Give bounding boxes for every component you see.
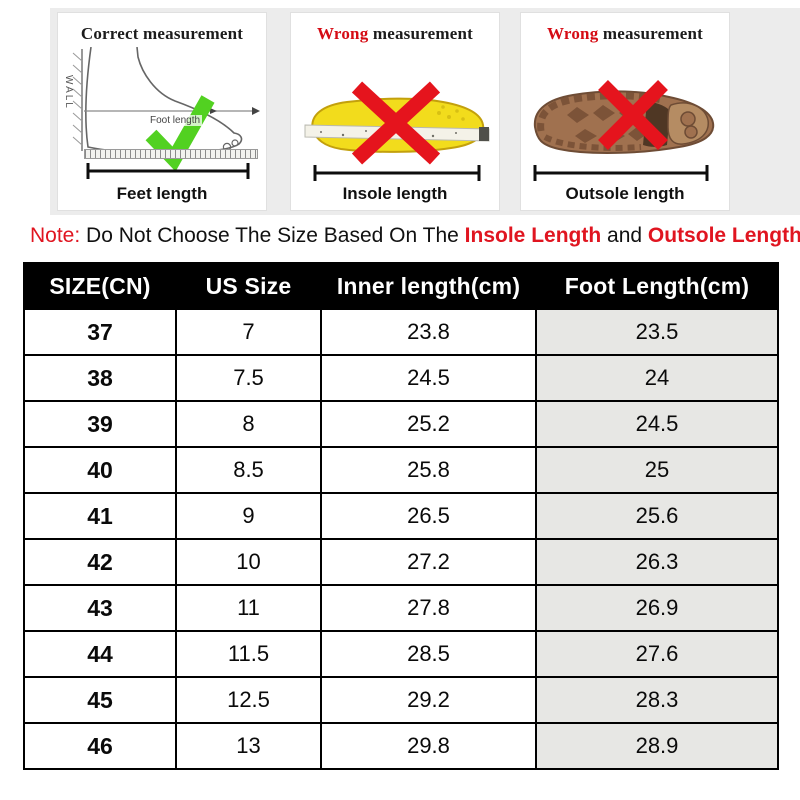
- table-cell: 7.5: [175, 354, 322, 402]
- table-cell: 42: [23, 538, 177, 586]
- panel-caption: Insole length: [342, 184, 448, 203]
- wall-label: WALL: [63, 75, 74, 110]
- column-header: Foot Length(cm): [535, 262, 779, 310]
- panel-title: Correct measurement: [58, 24, 266, 44]
- note-highlight-outsole: Outsole Length: [647, 224, 800, 247]
- table-cell: 13: [175, 722, 322, 770]
- size-table-wrap: SIZE(CN) US Size Inner length(cm) Foot Leng…: [23, 262, 779, 770]
- wall-hatching-icon: [72, 49, 83, 151]
- table-row: 46 13 29.8 28.9: [23, 722, 779, 770]
- table-cell: 28.9: [535, 722, 779, 770]
- table-cell: 27.2: [320, 538, 537, 586]
- panel-caption: Feet length: [116, 184, 208, 203]
- measure-bracket: [86, 163, 250, 179]
- column-header: SIZE(CN): [23, 262, 177, 310]
- table-cell: 25.2: [320, 400, 537, 448]
- table-cell: 27.8: [320, 584, 537, 632]
- measurement-panels-band: Correct measurement: [50, 8, 800, 215]
- table-cell: 46: [23, 722, 177, 770]
- measure-bracket: [313, 165, 481, 181]
- table-cell: 25.8: [320, 446, 537, 494]
- table-cell: 23.8: [320, 308, 537, 356]
- table-cell: 7: [175, 308, 322, 356]
- table-row: 37 7 23.8 23.5: [23, 308, 779, 356]
- foot-length-label: Foot length: [148, 115, 203, 126]
- size-table-header: SIZE(CN) US Size Inner length(cm) Foot Leng…: [23, 262, 779, 310]
- table-cell: 29.8: [320, 722, 537, 770]
- header-row: SIZE(CN) US Size Inner length(cm) Foot Leng…: [23, 262, 779, 310]
- table-cell: 29.2: [320, 676, 537, 724]
- table-cell: 26.3: [535, 538, 779, 586]
- size-table-body: 37 7 23.8 23.5 38 7.5 24.5 24 39 8 25.2 24.5 40 8.5 25…: [23, 308, 779, 770]
- table-cell: 12.5: [175, 676, 322, 724]
- table-cell: 11.5: [175, 630, 322, 678]
- table-cell: 11: [175, 584, 322, 632]
- table-cell: 44: [23, 630, 177, 678]
- panel-title-rest: measurement: [372, 24, 473, 43]
- table-row: 44 11.5 28.5 27.6: [23, 630, 779, 678]
- table-cell: 25.6: [535, 492, 779, 540]
- table-row: 41 9 26.5 25.6: [23, 492, 779, 540]
- panel-caption: Outsole length: [565, 184, 685, 203]
- panel-title: Wrong measurement: [521, 24, 729, 44]
- table-row: 42 10 27.2 26.3: [23, 538, 779, 586]
- panel-title-prefix: Wrong: [317, 24, 369, 43]
- size-table: SIZE(CN) US Size Inner length(cm) Foot Leng…: [23, 262, 779, 770]
- foot-length-arrow-icon: [84, 107, 260, 115]
- table-cell: 28.5: [320, 630, 537, 678]
- note-highlight-insole: Insole Length: [464, 224, 602, 247]
- table-cell: 37: [23, 308, 177, 356]
- note-label: Note:: [30, 224, 81, 247]
- insole-illustration: [304, 81, 490, 181]
- panel-correct-measurement: Correct measurement: [57, 12, 267, 211]
- column-header: Inner length(cm): [320, 262, 537, 310]
- note-line: Note: Do Not Choose The Size Based On Th…: [30, 224, 800, 248]
- panel-title-prefix: Wrong: [547, 24, 599, 43]
- table-cell: 24.5: [320, 354, 537, 402]
- panel-wrong-outsole: Wrong measurement: [520, 12, 730, 211]
- table-cell: 40: [23, 446, 177, 494]
- panel-title-rest: measurement: [602, 24, 703, 43]
- table-cell: 8: [175, 400, 322, 448]
- panel-title-rest: measurement: [143, 24, 244, 43]
- table-cell: 26.9: [535, 584, 779, 632]
- table-cell: 43: [23, 584, 177, 632]
- table-cell: 26.5: [320, 492, 537, 540]
- table-cell: 10: [175, 538, 322, 586]
- table-row: 45 12.5 29.2 28.3: [23, 676, 779, 724]
- cross-icon: [351, 81, 441, 165]
- panel-title-prefix: Correct: [80, 24, 139, 43]
- table-cell: 8.5: [175, 446, 322, 494]
- table-cell: 25: [535, 446, 779, 494]
- note-body: Do Not Choose The Size Based On The: [86, 224, 459, 247]
- table-cell: 24.5: [535, 400, 779, 448]
- panel-title: Wrong measurement: [291, 24, 499, 44]
- table-cell: 41: [23, 492, 177, 540]
- table-cell: 38: [23, 354, 177, 402]
- note-conjunction: and: [607, 224, 643, 247]
- table-cell: 27.6: [535, 630, 779, 678]
- table-row: 39 8 25.2 24.5: [23, 400, 779, 448]
- table-cell: 9: [175, 492, 322, 540]
- table-cell: 24: [535, 354, 779, 402]
- measure-bracket: [533, 165, 709, 181]
- table-cell: 45: [23, 676, 177, 724]
- ruler-icon: [84, 149, 258, 159]
- table-row: 40 8.5 25.8 25: [23, 446, 779, 494]
- table-row: 38 7.5 24.5 24: [23, 354, 779, 402]
- table-cell: 23.5: [535, 308, 779, 356]
- table-cell: 28.3: [535, 676, 779, 724]
- outsole-illustration: [533, 80, 715, 181]
- panel-wrong-insole: Wrong measurement: [290, 12, 500, 211]
- cross-icon: [598, 80, 668, 150]
- foot-outline-icon: [85, 47, 243, 154]
- table-cell: 39: [23, 400, 177, 448]
- table-row: 43 11 27.8 26.9: [23, 584, 779, 632]
- column-header: US Size: [175, 262, 322, 310]
